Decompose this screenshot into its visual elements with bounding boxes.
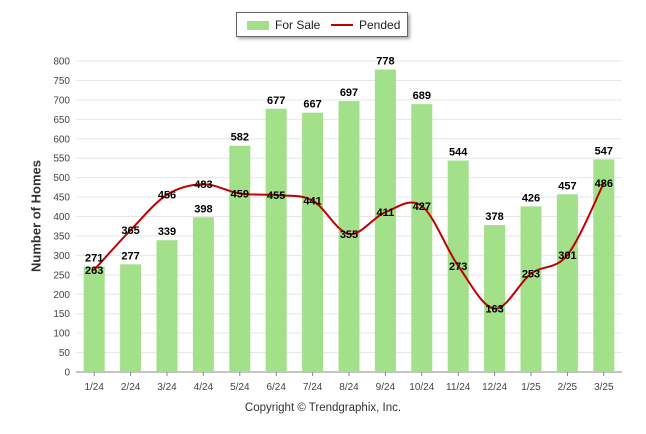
bar <box>338 101 360 372</box>
bar-value-label: 378 <box>485 211 503 223</box>
copyright-text: Copyright © Trendgraphix, Inc. <box>244 402 402 414</box>
x-tick-label: 4/24 <box>194 382 214 393</box>
line-value-label: 263 <box>85 265 103 277</box>
line-value-label: 455 <box>267 190 285 202</box>
y-tick-label: 300 <box>53 251 70 262</box>
y-tick-label: 50 <box>59 348 71 359</box>
line-value-label: 459 <box>231 189 249 201</box>
bar-value-label: 582 <box>231 132 249 144</box>
y-tick-label: 800 <box>53 57 70 68</box>
x-tick-label: 9/24 <box>376 382 396 393</box>
y-tick-label: 0 <box>64 368 70 379</box>
bar <box>156 240 178 372</box>
bar <box>593 159 615 372</box>
y-axis-label: Number of Homes <box>28 160 44 272</box>
x-tick-label: 1/24 <box>84 382 104 393</box>
x-tick-label: 2/25 <box>558 382 578 393</box>
line-value-label: 427 <box>413 201 431 213</box>
bar-value-label: 778 <box>376 56 394 68</box>
line-value-label: 355 <box>340 229 358 241</box>
bar <box>83 266 105 372</box>
y-tick-label: 650 <box>53 115 70 126</box>
line-value-label: 253 <box>522 269 540 281</box>
bar <box>120 264 142 372</box>
bar-value-label: 544 <box>449 147 468 159</box>
bar <box>192 217 214 372</box>
y-tick-label: 600 <box>53 134 70 145</box>
x-tick-label: 3/24 <box>157 382 177 393</box>
bar <box>484 225 506 372</box>
bar-value-label: 339 <box>158 226 176 238</box>
x-tick-label: 12/24 <box>482 382 507 393</box>
y-tick-label: 400 <box>53 212 70 223</box>
y-tick-label: 100 <box>53 329 70 340</box>
line-value-label: 441 <box>303 196 321 208</box>
x-tick-label: 1/25 <box>521 382 541 393</box>
bar-value-label: 457 <box>558 180 576 192</box>
y-tick-label: 200 <box>53 290 70 301</box>
bar-value-label: 271 <box>85 253 103 265</box>
line-value-label: 456 <box>158 190 176 202</box>
x-tick-label: 10/24 <box>409 382 434 393</box>
x-tick-label: 5/24 <box>230 382 250 393</box>
x-tick-label: 11/24 <box>446 382 471 393</box>
x-tick-label: 8/24 <box>339 382 359 393</box>
x-tick-label: 7/24 <box>303 382 323 393</box>
bar-value-label: 426 <box>522 192 540 204</box>
x-tick-label: 3/25 <box>594 382 614 393</box>
legend-label-for-sale: For Sale <box>275 18 321 32</box>
y-tick-label: 500 <box>53 173 70 184</box>
line-value-label: 301 <box>558 250 576 262</box>
x-tick-label: 6/24 <box>266 382 286 393</box>
legend-label-pended: Pended <box>359 18 401 32</box>
line-value-label: 486 <box>595 178 613 190</box>
y-tick-label: 350 <box>53 231 70 242</box>
legend-item-for-sale: For Sale <box>247 18 320 32</box>
bar-value-label: 697 <box>340 87 358 99</box>
line-value-label: 483 <box>194 179 212 191</box>
bar <box>302 112 324 373</box>
bar-value-label: 667 <box>303 99 321 111</box>
line-value-label: 163 <box>485 304 503 316</box>
x-tick-label: 2/24 <box>121 382 141 393</box>
bar <box>265 108 287 372</box>
pended-series-line <box>93 182 605 310</box>
y-tick-label: 550 <box>53 154 70 165</box>
bar <box>374 69 396 373</box>
legend-swatch-for-sale <box>247 20 269 30</box>
line-value-label: 411 <box>377 207 395 219</box>
y-tick-label: 750 <box>53 76 70 87</box>
bar-value-label: 689 <box>413 90 431 102</box>
bar <box>411 104 433 373</box>
legend-swatch-pended <box>331 24 353 26</box>
legend: For Sale Pended <box>236 12 408 37</box>
line-value-label: 365 <box>121 225 139 237</box>
y-tick-label: 450 <box>53 193 70 204</box>
bar-value-label: 677 <box>267 95 285 107</box>
bar-value-label: 398 <box>194 203 212 215</box>
y-tick-label: 150 <box>53 309 70 320</box>
bar <box>229 145 251 372</box>
bar <box>556 194 578 372</box>
line-value-label: 273 <box>449 261 467 273</box>
y-tick-label: 700 <box>53 95 70 106</box>
bar <box>520 206 542 372</box>
bar-value-label: 277 <box>121 250 139 262</box>
bar-value-label: 547 <box>595 145 613 157</box>
legend-item-pended: Pended <box>331 18 400 32</box>
y-tick-label: 250 <box>53 270 70 281</box>
